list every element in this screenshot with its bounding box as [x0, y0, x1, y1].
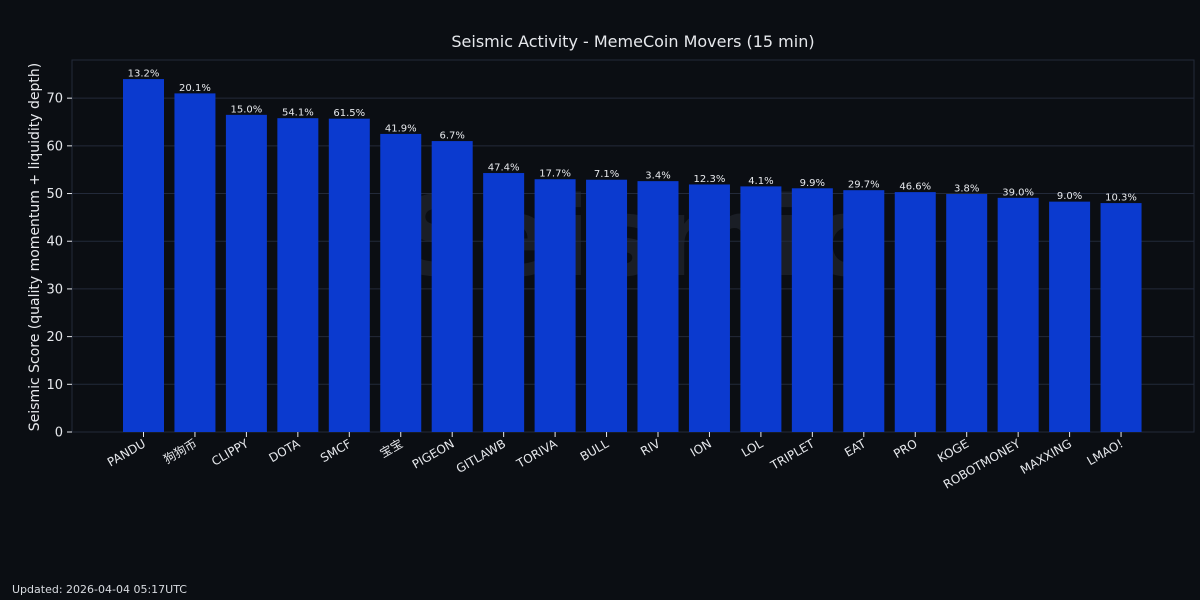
bar: [637, 181, 679, 432]
bar: [328, 118, 370, 433]
x-tick-label: TRIPLET: [767, 436, 817, 473]
y-tick-label: 10: [46, 378, 63, 393]
bar-data-label: 7.1%: [594, 169, 619, 180]
x-tick-label: DOTA: [267, 436, 304, 465]
bar-data-label: 46.6%: [899, 182, 931, 193]
y-tick-label: 40: [46, 235, 63, 250]
bar-data-label: 47.4%: [488, 163, 520, 174]
bar: [894, 192, 936, 432]
bar: [225, 114, 267, 432]
bar-data-label: 9.9%: [800, 178, 825, 189]
y-axis-ticks: 0 10 20 30 40 50 60 70: [46, 92, 72, 441]
bar-data-label: 15.0%: [231, 104, 263, 115]
bar-data-label: 3.8%: [954, 184, 979, 195]
bar-data-label: 61.5%: [333, 108, 365, 119]
bar: [688, 184, 730, 432]
bar: [277, 118, 319, 432]
x-tick-label: LOL: [739, 436, 766, 459]
bar-data-label: 39.0%: [1002, 187, 1034, 198]
bar-data-label: 41.9%: [385, 123, 417, 134]
x-tick-label: MAXXING: [1018, 436, 1074, 477]
bar-data-label: 29.7%: [848, 180, 880, 191]
bar: [791, 188, 833, 432]
bar: [174, 93, 216, 432]
bar: [1049, 201, 1091, 432]
updated-timestamp: Updated: 2026-04-04 05:17UTC: [12, 583, 187, 596]
bar: [997, 197, 1039, 432]
bar: [843, 190, 885, 432]
x-tick-label: PIGEON: [410, 436, 457, 471]
y-axis-label: Seismic Score (quality momentum + liquid…: [27, 63, 43, 431]
bar: [946, 194, 988, 432]
x-tick-label: PANDU: [105, 436, 148, 469]
y-tick-label: 30: [46, 282, 63, 297]
y-tick-label: 70: [46, 92, 63, 107]
x-tick-label: ION: [688, 436, 714, 459]
x-tick-label: KOGE: [935, 436, 971, 465]
chart-title: Seismic Activity - MemeCoin Movers (15 m…: [451, 32, 814, 51]
bars-group: 13.2% 20.1% 15.0% 54.1% 61.5% 41.9% 6.7% 47.4% 1…: [123, 69, 1142, 433]
bar: [534, 179, 576, 432]
x-tick-label: 宝宝: [377, 436, 405, 460]
x-tick-label: BULL: [578, 436, 612, 463]
bar: [586, 179, 628, 432]
bar: [483, 173, 525, 432]
bar-data-label: 4.1%: [748, 176, 773, 187]
y-tick-label: 50: [46, 187, 63, 202]
y-tick-label: 20: [46, 330, 63, 345]
plot-area-frame: [71, 59, 1195, 433]
bar-data-label: 20.1%: [179, 83, 211, 94]
x-tick-label: RIV: [638, 436, 663, 459]
bar-data-label: 13.2%: [128, 69, 160, 80]
x-tick-label: GITLAWB: [454, 436, 508, 476]
x-tick-label: EAT: [842, 436, 869, 460]
bar-data-label: 17.7%: [539, 169, 571, 180]
x-tick-label: SMCF: [318, 436, 354, 465]
bar-data-label: 10.3%: [1105, 193, 1137, 204]
bar: [740, 186, 782, 432]
bar: [431, 141, 473, 433]
x-tick-label: CLIPPY: [209, 436, 251, 469]
bar: [380, 133, 422, 432]
x-tick-label: LMAO!: [1085, 436, 1126, 468]
bar-data-label: 6.7%: [439, 131, 464, 142]
bar-data-label: 3.4%: [645, 171, 670, 182]
x-tick-label: TORIVA: [513, 436, 560, 471]
bar: [1100, 203, 1142, 432]
bar: [123, 79, 164, 433]
y-tick-label: 0: [55, 426, 63, 441]
x-tick-label: PRO: [891, 436, 920, 461]
bar-data-label: 12.3%: [694, 174, 726, 185]
bar-data-label: 54.1%: [282, 108, 314, 119]
x-tick-label: 狗狗币: [161, 436, 199, 466]
bar-data-label: 9.0%: [1057, 191, 1082, 202]
y-tick-label: 60: [46, 139, 63, 154]
